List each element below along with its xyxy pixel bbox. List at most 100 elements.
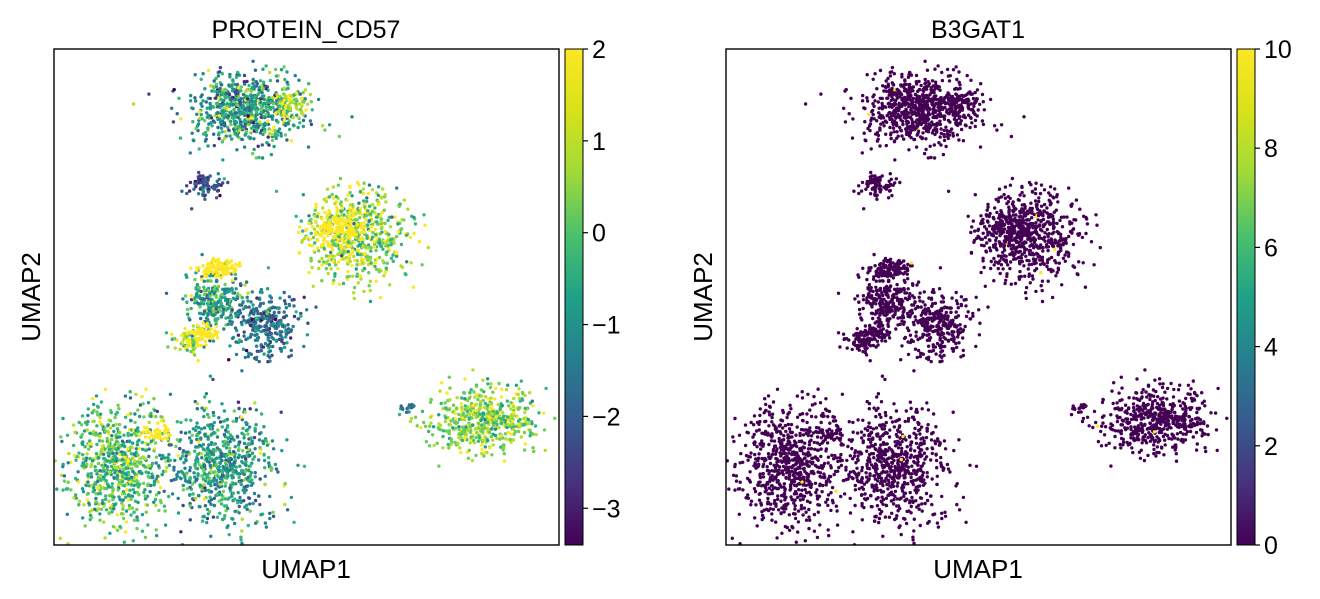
cell-point: [167, 463, 172, 468]
cell-point: [914, 33, 917, 36]
cell-point: [224, 509, 228, 513]
cell-point: [312, 249, 316, 253]
cell-point: [141, 402, 145, 406]
cell-point: [185, 331, 189, 336]
cell-point: [291, 115, 295, 120]
cell-point: [394, 250, 398, 254]
cell-point: [232, 450, 236, 454]
cell-point: [367, 183, 372, 187]
cell-point: [282, 65, 286, 69]
cell-point: [322, 220, 327, 225]
cell-point: [403, 272, 407, 276]
cell-point: [296, 115, 301, 120]
cell-point: [142, 415, 146, 419]
cell-point: [220, 114, 225, 118]
cell-point: [231, 462, 235, 466]
cell-point: [248, 502, 252, 506]
cell-point: [439, 428, 443, 432]
cell-point: [387, 246, 391, 250]
cell-point: [335, 240, 340, 244]
cell-point: [161, 453, 165, 458]
cell-point: [276, 306, 280, 310]
cell-point: [262, 127, 267, 131]
cell-point: [460, 405, 464, 410]
cell-point: [348, 190, 352, 195]
cell-point: [206, 126, 210, 130]
cell-point: [274, 132, 278, 136]
cell-point: [999, 123, 1004, 127]
cell-point: [238, 495, 242, 500]
cell-point: [121, 498, 125, 502]
cell-point: [164, 469, 168, 473]
cell-point: [206, 267, 210, 271]
cell-point: [392, 241, 396, 245]
cell-point: [216, 285, 221, 289]
cell-point: [247, 496, 252, 500]
cell-point: [247, 425, 252, 429]
cell-point: [365, 254, 370, 259]
cell-point: [253, 427, 257, 431]
cell-point: [97, 484, 102, 488]
cell-point: [199, 343, 204, 348]
cell-point: [87, 501, 91, 505]
cell-point: [274, 136, 278, 141]
cell-point: [205, 516, 210, 521]
cell-point: [968, 125, 972, 130]
cell-point: [895, 96, 899, 101]
cell-point: [367, 284, 371, 288]
cell-point: [296, 125, 300, 130]
cell-point: [919, 108, 923, 113]
cell-point: [259, 312, 263, 316]
cell-point: [211, 271, 215, 275]
cell-point: [553, 416, 557, 420]
cell-point: [889, 136, 893, 141]
cell-point: [490, 412, 495, 416]
cell-point: [495, 436, 499, 441]
cell-point: [253, 447, 257, 451]
cell-point: [220, 498, 224, 502]
cell-point: [307, 243, 312, 247]
cell-point: [219, 502, 224, 506]
cell-point: [258, 100, 263, 105]
cell-point: [388, 238, 393, 242]
cell-point: [146, 523, 150, 527]
cell-point: [111, 423, 116, 428]
cell-point: [244, 460, 248, 464]
cell-point: [215, 189, 220, 193]
cell-point: [891, 97, 895, 102]
cell-point: [286, 94, 291, 98]
cell-point: [474, 409, 478, 413]
cell-point: [505, 415, 510, 419]
cell-point: [215, 279, 219, 284]
cell-point: [400, 406, 405, 410]
cell-point: [98, 518, 102, 522]
cell-point: [101, 498, 105, 503]
cell-point: [543, 448, 547, 453]
cell-point: [523, 442, 527, 446]
cell-point: [221, 312, 225, 317]
cell-point: [157, 464, 161, 468]
cell-point: [910, 128, 914, 132]
cell-point: [187, 430, 192, 434]
cell-point: [881, 84, 885, 88]
cell-point: [154, 503, 158, 508]
cell-point: [129, 475, 134, 479]
cell-point: [508, 437, 512, 442]
cell-point: [193, 464, 197, 468]
cell-point: [306, 145, 311, 149]
cell-point: [144, 470, 148, 474]
cell-point: [178, 347, 182, 352]
cell-point: [367, 219, 371, 223]
cell-point: [124, 547, 127, 550]
cell-point: [144, 510, 148, 514]
cell-point: [232, 521, 237, 526]
cell-point: [265, 443, 270, 447]
cell-point: [203, 177, 207, 181]
cell-point: [358, 274, 363, 278]
cell-point: [184, 458, 188, 463]
cell-point: [354, 267, 358, 271]
cell-point: [504, 388, 509, 392]
cell-point: [189, 439, 193, 443]
cell-point: [200, 406, 204, 410]
cell-point: [270, 128, 274, 133]
